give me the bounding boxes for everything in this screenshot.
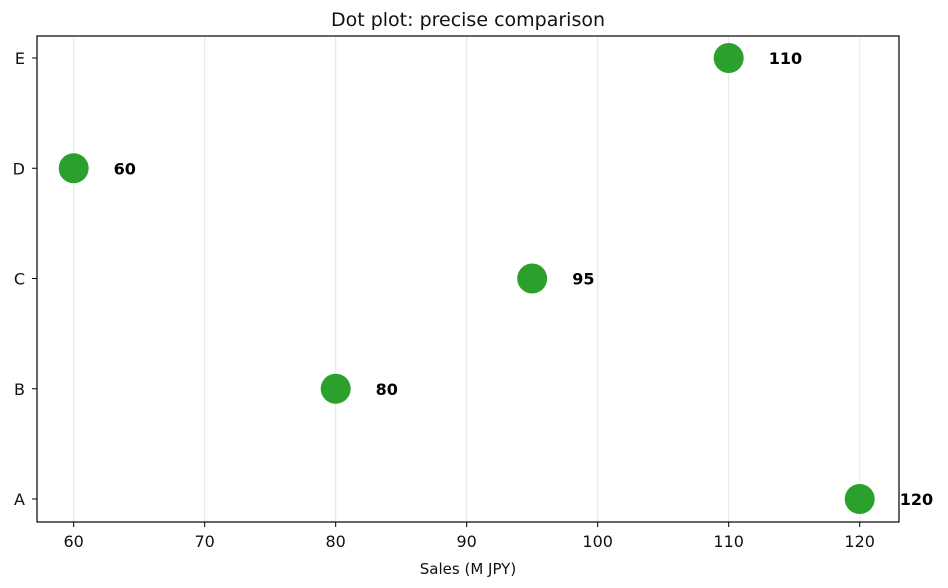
x-tick-label: 90 xyxy=(457,532,477,551)
data-point-e xyxy=(713,43,744,73)
data-label-e: 110 xyxy=(769,49,802,68)
data-point-d xyxy=(58,153,89,184)
data-label-c: 95 xyxy=(572,270,594,289)
data-points xyxy=(58,43,875,514)
data-label-a: 120 xyxy=(900,490,933,509)
x-axis-label: Sales (M JPY) xyxy=(420,560,516,578)
data-labels: 120 80 95 60 110 xyxy=(114,49,933,509)
x-tick-label: 60 xyxy=(64,532,84,551)
y-tick-label: B xyxy=(14,380,25,399)
data-point-b xyxy=(320,373,351,404)
chart-title: Dot plot: precise comparison xyxy=(331,9,605,31)
grid-lines xyxy=(73,36,861,522)
x-tick-label: 100 xyxy=(582,532,613,551)
y-tick-label: D xyxy=(13,159,25,178)
y-tick-label: A xyxy=(14,490,25,509)
x-tick-label: 80 xyxy=(326,532,346,551)
y-tick-label: E xyxy=(15,49,25,68)
x-axis-ticks: 60 70 80 90 100 110 120 xyxy=(64,522,875,551)
data-label-d: 60 xyxy=(114,159,136,178)
x-tick-label: 110 xyxy=(713,532,744,551)
y-axis-ticks: A B C D E xyxy=(13,49,37,509)
x-tick-label: 70 xyxy=(195,532,215,551)
x-tick-label: 120 xyxy=(844,532,875,551)
data-label-b: 80 xyxy=(376,380,398,399)
data-point-c xyxy=(517,263,548,294)
plot-area-frame xyxy=(36,35,900,523)
y-tick-label: C xyxy=(14,270,25,289)
data-point-a xyxy=(844,484,875,514)
